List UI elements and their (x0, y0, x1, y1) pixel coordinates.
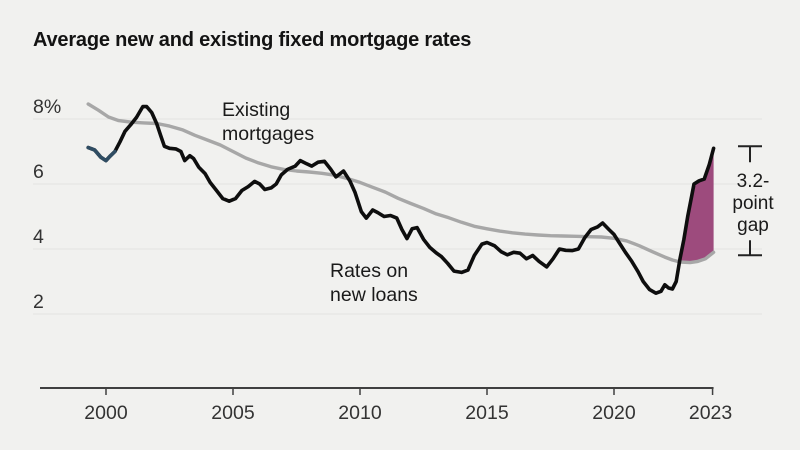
new-loans-line-start-segment (86, 145, 117, 163)
label-existing-line1: Existing (222, 99, 291, 121)
x-tick-label-2015: 2015 (465, 402, 509, 424)
gap-annotation: 3.2- point gap (721, 171, 785, 237)
label-new-line1: Rates on (330, 260, 409, 282)
y-tick-label-6: 6 (33, 161, 44, 183)
label-existing-line2: mortgages (222, 123, 315, 145)
gap-annotation-line1: 3.2- (736, 171, 770, 192)
label-existing-mortgages: Existing mortgages (222, 98, 314, 146)
y-tick-label-4: 4 (33, 226, 44, 248)
label-new-line2: new loans (330, 284, 418, 306)
gap-annotation-line2: point (732, 193, 774, 214)
existing-mortgages-line (86, 102, 716, 265)
y-tick-label-2: 2 (33, 291, 44, 313)
chart-title: Average new and existing fixed mortgage … (33, 29, 472, 51)
new-loans-line (86, 104, 716, 296)
y-tick-label-8: 8% (33, 96, 61, 118)
x-tick-label-2005: 2005 (211, 402, 255, 424)
label-rates-on-new-loans: Rates on new loans (330, 259, 418, 307)
x-tick-label-2000: 2000 (84, 402, 128, 424)
x-tick-label-2010: 2010 (338, 402, 382, 424)
x-tick-label-2023: 2023 (689, 402, 732, 424)
gap-annotation-line3: gap (737, 215, 769, 236)
x-tick-label-2020: 2020 (592, 402, 636, 424)
